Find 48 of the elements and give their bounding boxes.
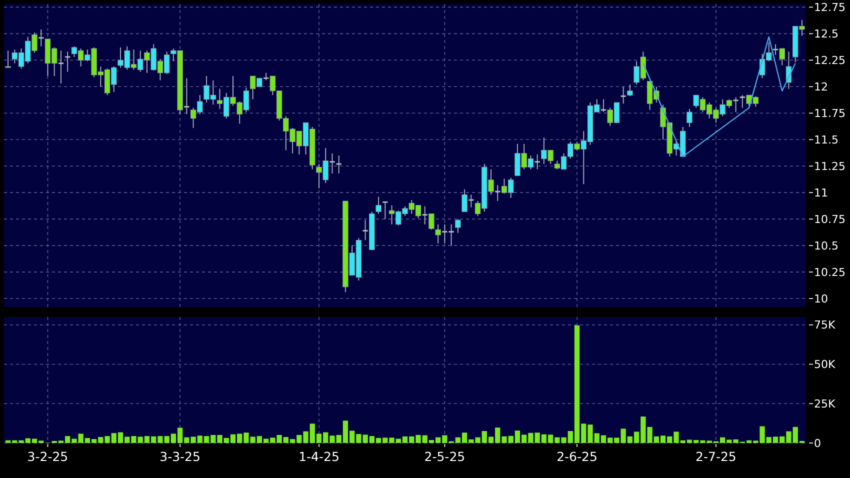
- y-tick-label: 10.5: [814, 239, 838, 252]
- candlestick: [534, 154, 541, 170]
- y-tick-label: 11: [814, 186, 828, 200]
- candlestick: [739, 94, 746, 108]
- candlestick: [362, 220, 369, 241]
- y-tick-label: 10.75: [814, 212, 846, 226]
- x-tick-label: 2-5-25: [424, 449, 466, 464]
- y-tick-label: 75K: [814, 318, 836, 332]
- y-tick-label: 10: [814, 292, 828, 306]
- y-tick-label: 50K: [814, 358, 836, 372]
- candlestick: [64, 51, 71, 72]
- y-tick-label: 25K: [814, 397, 836, 410]
- y-tick-label: 11.75: [814, 106, 846, 120]
- candlestick: [336, 155, 342, 174]
- x-tick-label: 2-6-25: [556, 449, 598, 464]
- candlestick: [686, 108, 692, 128]
- candlestick: [600, 98, 607, 113]
- candlestick: [38, 28, 44, 47]
- candlestick: [620, 86, 627, 104]
- candlestick: [5, 50, 11, 68]
- y-tick-label: 12: [814, 80, 828, 94]
- y-tick-label: 11.5: [814, 133, 838, 146]
- x-tick-label: 3-3-25: [160, 449, 200, 464]
- candlestick: [468, 194, 474, 208]
- y-tick-label: 12.5: [814, 28, 838, 41]
- candlestick: [376, 196, 382, 214]
- y-tick-label: 10.25: [814, 266, 846, 279]
- candlestick: [455, 218, 461, 234]
- y-tick-label: 11.25: [814, 160, 846, 173]
- candlestick: [422, 206, 428, 225]
- candlestick: [779, 48, 785, 66]
- y-tick-label: 12.75: [814, 1, 846, 14]
- candlestick: [732, 96, 740, 113]
- y-tick-label: 12.25: [814, 54, 846, 67]
- candlestick: [462, 188, 468, 212]
- candlestick: [328, 152, 336, 174]
- candlestick: [428, 213, 434, 230]
- candlestick: [183, 78, 190, 115]
- y-tick-label: 0: [814, 436, 821, 450]
- x-tick-label: 1-4-25: [298, 449, 340, 464]
- candlestick: [435, 224, 441, 244]
- x-tick-label: 2-7-25: [696, 449, 736, 464]
- candlestick: [772, 44, 779, 56]
- candlestick: [627, 84, 633, 97]
- candlestick: [58, 50, 64, 84]
- x-tick-label: 3-2-25: [27, 449, 68, 464]
- candlestick: [494, 184, 501, 202]
- candlestick: [382, 201, 388, 220]
